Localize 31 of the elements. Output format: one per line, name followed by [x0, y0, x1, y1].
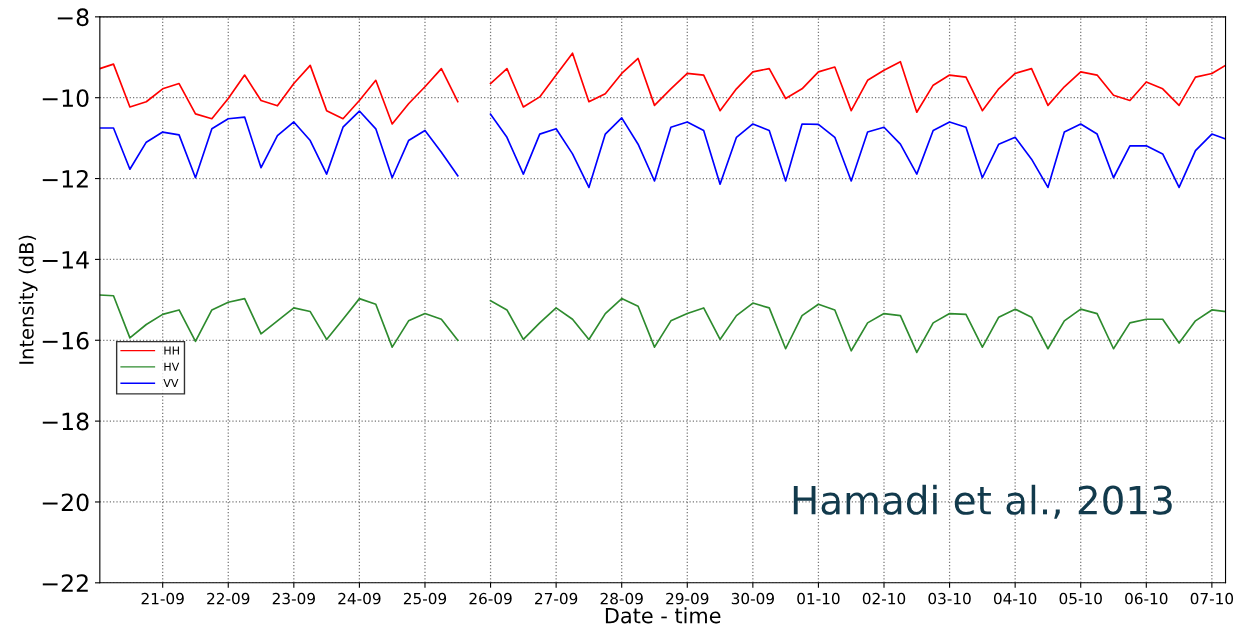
legend-label: HV: [164, 362, 180, 371]
x-tick-label: 05-10: [1059, 592, 1102, 605]
annotation: Hamadi et al., 2013: [793, 484, 1172, 519]
y-tick-label: −14: [42, 251, 89, 269]
x-tick-label: 21-09: [141, 592, 184, 605]
y-axis-title: Intensity (dB): [18, 235, 38, 364]
x-tick-label: 27-09: [535, 592, 578, 605]
x-tick-label: 03-10: [928, 592, 971, 605]
x-axis-title: Date - time: [605, 607, 721, 624]
x-tick-label: 01-10: [797, 592, 840, 605]
x-tick-label: 28-09: [600, 592, 643, 605]
x-tick-label: 23-09: [272, 592, 315, 605]
y-tick-label: −8: [57, 8, 89, 27]
x-tick-label: 22-09: [207, 592, 250, 605]
legend-label: VV: [163, 379, 179, 388]
y-tick-label: −22: [42, 574, 88, 592]
x-tick-label: 30-09: [731, 592, 774, 605]
y-tick-label: −10: [42, 89, 89, 108]
y-tick-label: −20: [42, 493, 89, 512]
y-tick-label: −18: [42, 412, 89, 431]
y-tick-label: −16: [42, 331, 89, 350]
x-tick-label: 24-09: [338, 592, 381, 605]
x-tick-label: 02-10: [862, 592, 906, 605]
x-tick-label: 25-09: [403, 592, 447, 605]
x-tick-label: 29-09: [666, 592, 709, 605]
x-tick-label: 26-09: [469, 592, 512, 605]
y-tick-label: −12: [42, 170, 88, 188]
x-tick-label: 06-10: [1125, 592, 1168, 605]
x-tick-label: 04-10: [993, 592, 1037, 605]
legend-label: HH: [164, 346, 179, 355]
x-tick-label: 07-10: [1190, 592, 1234, 605]
